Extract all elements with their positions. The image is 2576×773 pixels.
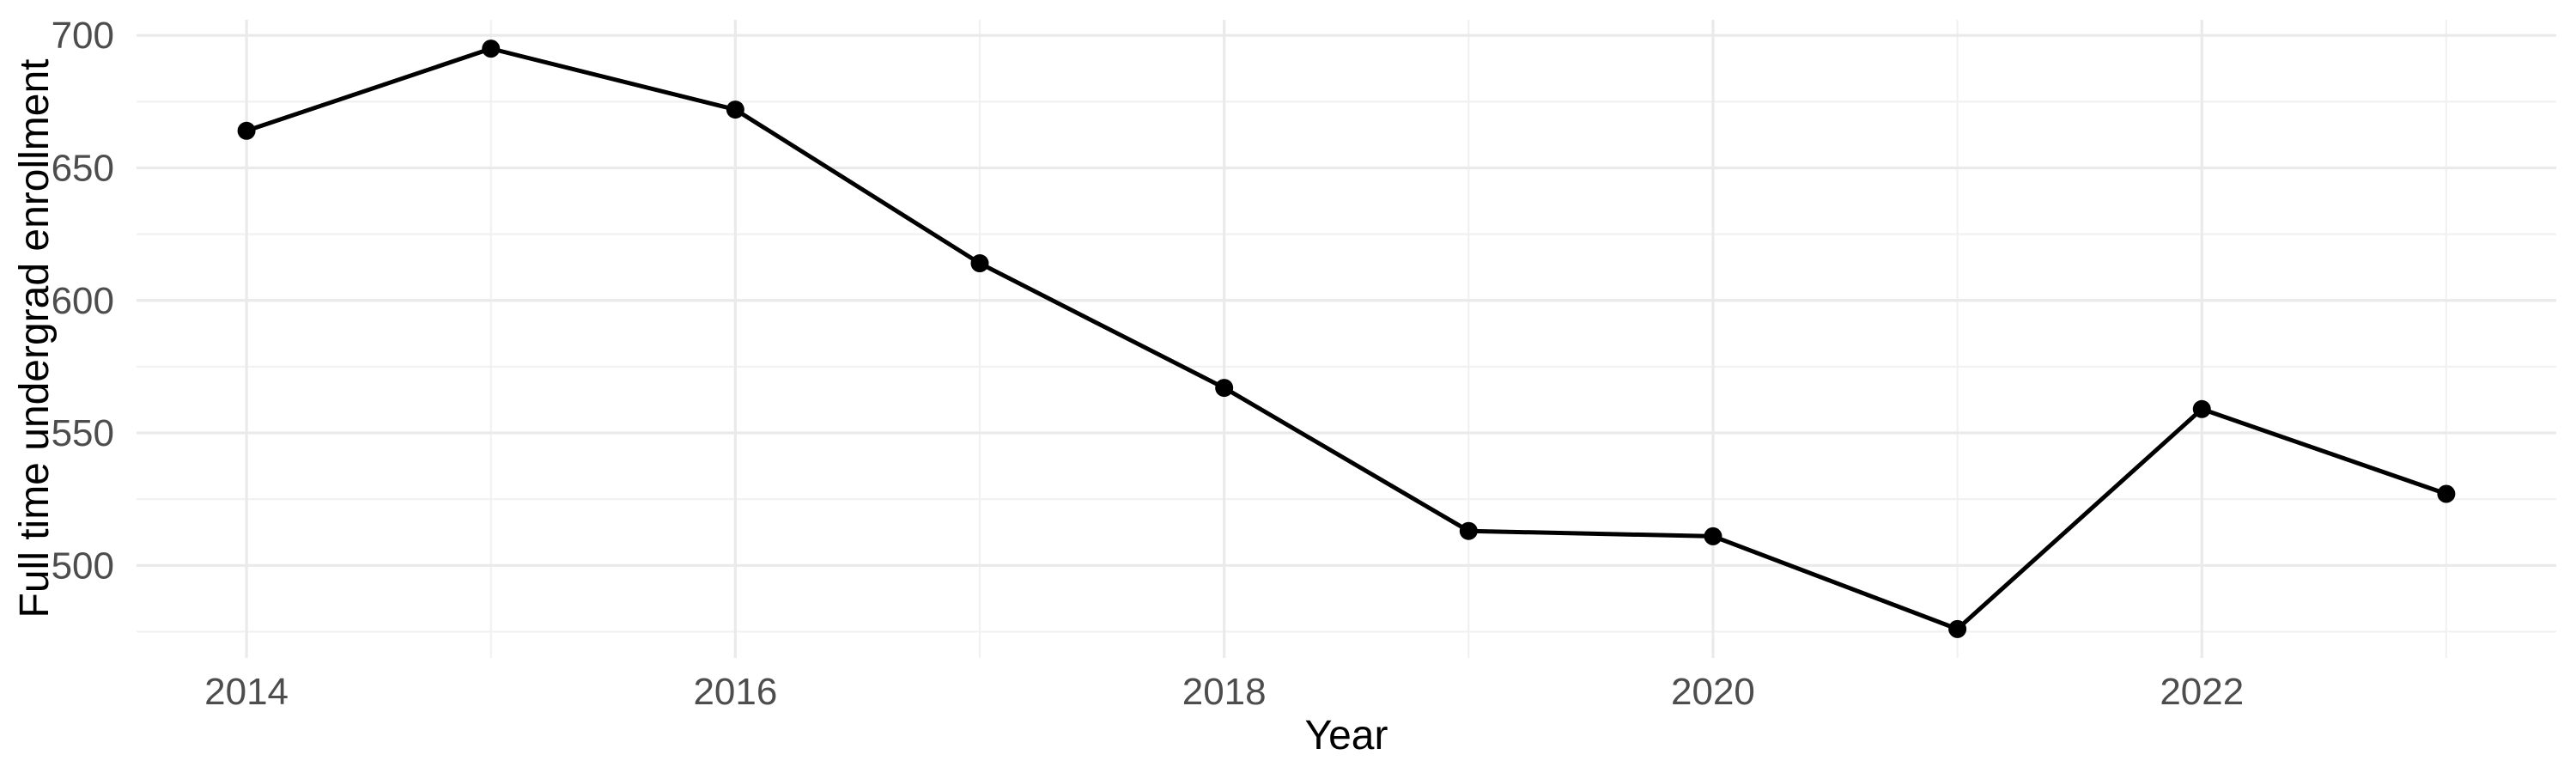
- data-point-2023: [2437, 484, 2456, 503]
- y-tick-label-650: 650: [52, 147, 114, 189]
- data-point-2022: [2192, 399, 2211, 418]
- data-point-2016: [726, 100, 744, 119]
- y-tick-label-600: 600: [52, 280, 114, 322]
- y-axis-title: Full time undergrad enrollment: [12, 59, 58, 618]
- enrollment-trend-line: [244, 46, 2449, 631]
- x-axis-tick-labels: 2014 2016 2018 2020 2022: [204, 671, 2244, 713]
- data-point-2018: [1215, 379, 1234, 398]
- data-series-line: [244, 46, 2449, 631]
- data-point-2017: [970, 254, 989, 273]
- x-tick-label-2018: 2018: [1182, 671, 1267, 713]
- data-point-2019: [1459, 521, 1478, 540]
- data-point-2014: [237, 121, 256, 140]
- x-tick-label-2022: 2022: [2160, 671, 2244, 713]
- x-axis-title: Year: [1305, 713, 1388, 758]
- x-tick-label-2020: 2020: [1671, 671, 1755, 713]
- data-point-2021: [1948, 619, 1967, 638]
- data-series-points: [237, 40, 2456, 638]
- y-axis-tick-labels: 500 550 600 650 700: [52, 15, 114, 587]
- gridlines-minor: [137, 20, 2556, 658]
- data-point-2020: [1704, 526, 1722, 545]
- x-tick-label-2016: 2016: [693, 671, 777, 713]
- y-tick-label-700: 700: [52, 15, 114, 57]
- y-tick-label-500: 500: [52, 545, 114, 587]
- gridlines-major: [137, 20, 2556, 658]
- data-point-2015: [482, 40, 501, 58]
- y-tick-label-550: 550: [52, 412, 114, 454]
- x-tick-label-2014: 2014: [204, 671, 289, 713]
